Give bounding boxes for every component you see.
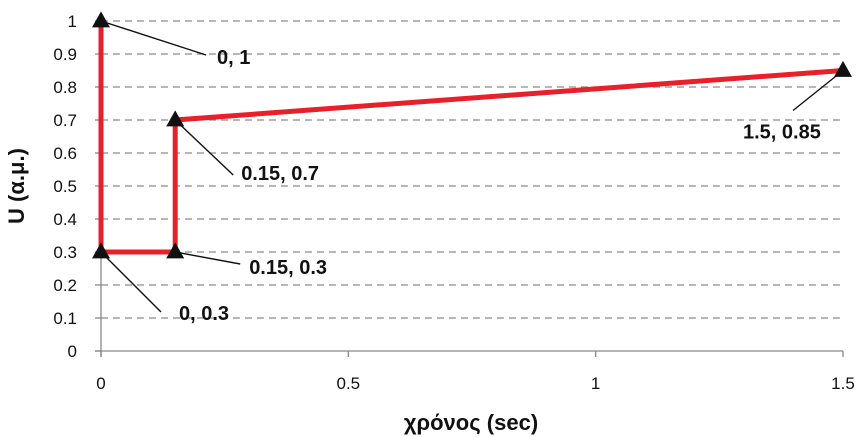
- y-tick-label-8: 0.8: [53, 78, 77, 97]
- x-tick-label-2: 1: [591, 374, 600, 393]
- data-label-leader-3: [174, 119, 234, 176]
- data-label-leader-2: [175, 251, 241, 265]
- data-label-3: 0.15, 0.7: [241, 163, 319, 185]
- data-label-0: 0, 1: [217, 47, 250, 69]
- data-point-marker-3: [166, 110, 185, 127]
- x-tick-label-0: 0: [96, 374, 105, 393]
- data-point-marker-0: [92, 11, 110, 28]
- y-tick-label-6: 0.6: [53, 144, 77, 163]
- data-series: [98, 21, 844, 255]
- data-label-4: 1.5, 0.85: [743, 122, 821, 144]
- y-tick-label-2: 0.2: [53, 276, 77, 295]
- data-label-1: 0, 0.3: [179, 303, 229, 325]
- series-line-0: [98, 21, 844, 255]
- y-tick-label-7: 0.7: [53, 111, 77, 130]
- y-tick-label-0: 0: [68, 342, 77, 361]
- data-point-marker-2: [166, 242, 185, 259]
- x-axis-title: χρόνος (sec): [404, 410, 538, 435]
- data-markers: [92, 11, 852, 259]
- data-label-leader-0: [100, 20, 207, 56]
- y-tick-label-9: 0.9: [53, 45, 77, 64]
- y-axis-title: U (α.μ.): [4, 148, 29, 224]
- data-label-leader-4: [792, 69, 844, 112]
- y-tick-label-1: 0.1: [53, 309, 77, 328]
- y-tick-label-10: 1: [68, 12, 77, 31]
- gridlines: [101, 20, 843, 319]
- data-point-marker-4: [834, 60, 852, 77]
- data-label-leader-1: [100, 251, 162, 313]
- data-labels: 0, 1 0, 0.3 0.15, 0.3 0.15, 0.7 1.5, 0.85: [100, 20, 844, 325]
- x-tick-label-1: 0.5: [337, 374, 361, 393]
- x-tick-label-3: 1.5: [831, 374, 855, 393]
- y-tick-label-4: 0.4: [53, 210, 77, 229]
- y-tick-label-5: 0.5: [53, 177, 77, 196]
- data-label-2: 0.15, 0.3: [249, 257, 327, 279]
- tick-labels: 0 0.1 0.2 0.3 0.4 0.5 0.6 0.7 0.8 0.9 1 0 0.5 1 1.5: [53, 12, 854, 393]
- y-tick-label-3: 0.3: [53, 243, 77, 262]
- data-point-marker-1: [92, 242, 110, 259]
